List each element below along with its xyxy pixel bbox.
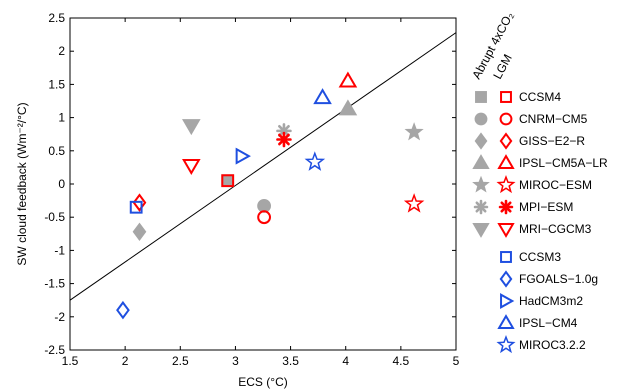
y-tick-label: 0 — [58, 177, 65, 191]
point-abrupt-ipsl-cm5a-lr — [338, 99, 358, 116]
legend: CCSM4 CNRM−CM5 GISS−E2−R IPSL−CM5A−LR MIROC−… — [472, 90, 608, 354]
legend-marker-abrupt-mpi-esm — [473, 199, 489, 215]
y-tick-label: 0.5 — [48, 144, 65, 158]
regression-line — [69, 32, 457, 301]
point-cmip3-fgoals-1-0g — [116, 300, 130, 320]
point-cmip3-miroc3-2-2 — [304, 151, 326, 171]
legend-marker-abrupt-cnrm-cm5 — [474, 112, 488, 126]
legend-marker-lgm-ccsm4 — [500, 91, 512, 103]
point-cmip3-hadcm3m2 — [235, 147, 251, 165]
y-tick-label: -2 — [54, 310, 65, 324]
x-tick-label: 4.5 — [393, 354, 410, 368]
legend-marker-lgm-giss-e2-r — [499, 132, 513, 150]
x-tick-label: 1.5 — [62, 354, 79, 368]
point-abrupt-cnrm-cm5 — [257, 199, 272, 213]
x-axis-ticks: 1.5 2 2.5 3 3.5 4 4.5 5 — [62, 18, 460, 368]
point-lgm-mri-cgcm3 — [182, 159, 201, 175]
point-cmip3-ipsl-cm4 — [313, 88, 332, 105]
legend-marker-abrupt-ccsm4 — [475, 91, 487, 103]
legend-label: IPSL−CM5A−LR — [519, 156, 608, 170]
legend-label: IPSL−CM4 — [519, 316, 578, 330]
y-tick-label: -0.5 — [44, 210, 65, 224]
point-lgm-ccsm4 — [221, 174, 235, 188]
regression-line-group — [69, 32, 457, 301]
legend-label: CCSM3 — [519, 250, 561, 264]
legend-marker-lgm-mpi-esm — [498, 199, 514, 215]
legend-marker-lgm-ipsl-cm5a-lr — [497, 154, 515, 169]
point-cmip3-ccsm3 — [129, 200, 143, 214]
legend-label: HadCM3m2 — [519, 294, 583, 308]
legend-marker-lgm-cnrm-cm5 — [499, 112, 513, 126]
point-lgm-cnrm-cm5 — [257, 210, 272, 225]
x-tick-label: 2.5 — [172, 354, 189, 368]
point-abrupt-giss-e2-r — [132, 222, 147, 242]
legend-label: MPI−ESM — [519, 200, 573, 214]
y-tick-label: 2 — [58, 44, 65, 58]
x-tick-label: 3.5 — [282, 354, 299, 368]
legend-marker-cmip3-hadcm3m2 — [500, 293, 515, 309]
legend-marker-cmip3-fgoals-1-0g — [499, 270, 513, 288]
x-tick-label: 3 — [232, 354, 239, 368]
legend-label: CNRM−CM5 — [519, 112, 588, 126]
point-lgm-giss-e2-r — [132, 193, 147, 212]
y-tick-label: 1.5 — [48, 77, 65, 91]
legend-label: GISS−E2−R — [519, 134, 585, 148]
legend-marker-cmip3-ccsm3 — [500, 251, 512, 263]
legend-marker-lgm-mri-cgcm3 — [497, 223, 515, 238]
legend-label: MIROC3.2.2 — [519, 338, 586, 352]
y-axis-label: SW cloud feedback (Wm⁻²/°C) — [15, 102, 29, 265]
legend-marker-abrupt-miroc-esm — [472, 175, 490, 193]
data-points — [116, 71, 425, 320]
x-axis-label: ECS (°C) — [238, 375, 287, 389]
y-axis-ticks: -2.5 -2 -1.5 -1 -0.5 0 0.5 1 1.5 2 2.5 — [44, 11, 456, 357]
point-lgm-miroc-esm — [403, 193, 425, 213]
point-abrupt-mri-cgcm3 — [182, 119, 201, 136]
y-tick-label: -1.5 — [44, 277, 65, 291]
point-abrupt-ccsm4 — [221, 174, 235, 188]
legend-label: MRI−CGCM3 — [519, 222, 592, 236]
legend-marker-cmip3-ipsl-cm4 — [497, 314, 515, 329]
legend-label: FGOALS−1.0g — [519, 272, 598, 286]
legend-marker-abrupt-giss-e2-r — [474, 132, 488, 150]
legend-marker-abrupt-ipsl-cm5a-lr — [472, 154, 490, 169]
point-abrupt-miroc-esm — [404, 122, 424, 141]
legend-label: MIROC−ESM — [519, 178, 592, 192]
y-tick-label: -1 — [54, 243, 65, 257]
y-tick-label: 1 — [58, 111, 65, 125]
plot-area — [70, 18, 456, 350]
point-lgm-mpi-esm — [276, 131, 292, 148]
legend-label: CCSM4 — [519, 90, 561, 104]
y-tick-label: -2.5 — [44, 343, 65, 357]
x-tick-label: 5 — [453, 354, 460, 368]
legend-marker-abrupt-mri-cgcm3 — [472, 223, 490, 238]
y-tick-label: 2.5 — [48, 11, 65, 25]
point-lgm-ipsl-cm5a-lr — [338, 71, 358, 88]
x-tick-label: 4 — [342, 354, 349, 368]
legend-marker-cmip3-miroc3-2-2 — [496, 335, 516, 354]
legend-marker-lgm-miroc-esm — [496, 175, 516, 194]
x-tick-label: 2 — [122, 354, 129, 368]
